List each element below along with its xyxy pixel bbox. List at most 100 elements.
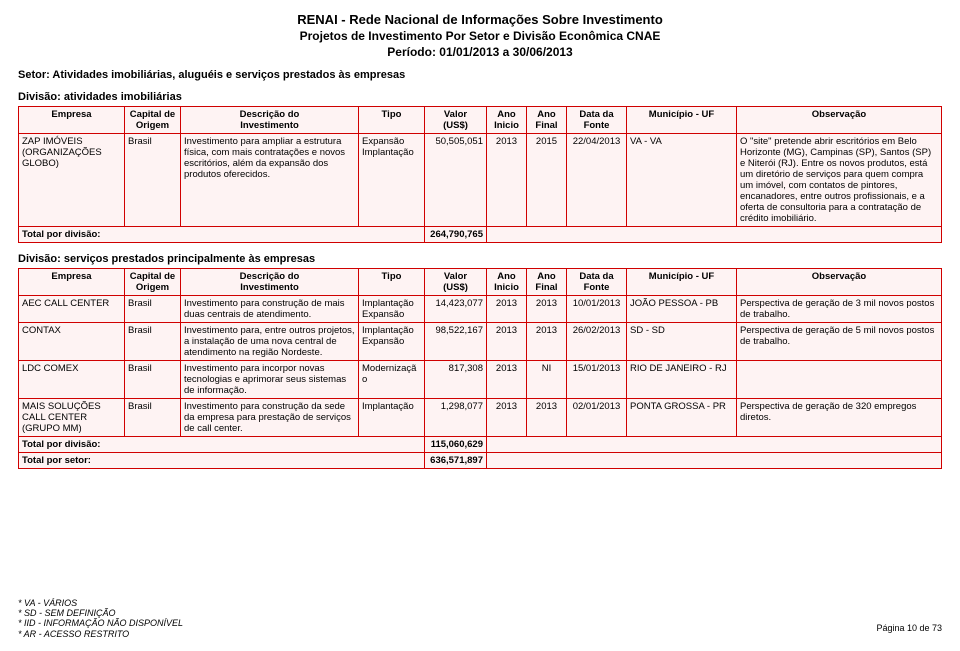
cell-tipo: Implantação xyxy=(359,399,425,437)
col-origem: Capital deOrigem xyxy=(125,269,181,296)
cell-ano-final: NI xyxy=(527,361,567,399)
cell-data-fonte: 22/04/2013 xyxy=(567,134,627,227)
cell-municipio: RIO DE JANEIRO - RJ xyxy=(627,361,737,399)
total-divisao-label: Total por divisão: xyxy=(19,437,425,453)
cell-origem: Brasil xyxy=(125,134,181,227)
col-descricao: Descrição doInvestimento xyxy=(181,269,359,296)
cell-tipo: Implantação Expansão xyxy=(359,323,425,361)
col-ano-inicio: AnoInicio xyxy=(487,269,527,296)
col-obs: Observação xyxy=(737,269,942,296)
cell-origem: Brasil xyxy=(125,361,181,399)
table-row: ZAP IMÓVEIS (ORGANIZAÇÕES GLOBO) Brasil … xyxy=(19,134,942,227)
sector-label: Setor: Atividades imobiliárias, aluguéis… xyxy=(18,69,942,81)
cell-ano-final: 2015 xyxy=(527,134,567,227)
cell-ano-inicio: 2013 xyxy=(487,361,527,399)
cell-ano-inicio: 2013 xyxy=(487,323,527,361)
col-ano-final: AnoFinal xyxy=(527,269,567,296)
table-row: CONTAX Brasil Investimento para, entre o… xyxy=(19,323,942,361)
cell-data-fonte: 10/01/2013 xyxy=(567,296,627,323)
cell-municipio: PONTA GROSSA - PR xyxy=(627,399,737,437)
cell-valor: 98,522,167 xyxy=(425,323,487,361)
cell-descricao: Investimento para ampliar a estrutura fí… xyxy=(181,134,359,227)
col-ano-final: AnoFinal xyxy=(527,107,567,134)
cell-ano-final: 2013 xyxy=(527,296,567,323)
col-valor: Valor(US$) xyxy=(425,269,487,296)
col-ano-inicio: AnoInicio xyxy=(487,107,527,134)
cell-ano-inicio: 2013 xyxy=(487,296,527,323)
total-empty xyxy=(487,437,942,453)
total-empty xyxy=(487,453,942,469)
col-empresa: Empresa xyxy=(19,269,125,296)
col-tipo: Tipo xyxy=(359,269,425,296)
col-descricao: Descrição doInvestimento xyxy=(181,107,359,134)
total-divisao-label: Total por divisão: xyxy=(19,227,425,243)
cell-obs: Perspectiva de geração de 5 mil novos po… xyxy=(737,323,942,361)
col-tipo: Tipo xyxy=(359,107,425,134)
cell-valor: 14,423,077 xyxy=(425,296,487,323)
cell-empresa: LDC COMEX xyxy=(19,361,125,399)
division-label: Divisão: atividades imobiliárias xyxy=(18,91,942,103)
table-row: LDC COMEX Brasil Investimento para incor… xyxy=(19,361,942,399)
cell-tipo: Modernização xyxy=(359,361,425,399)
cell-obs: Perspectiva de geração de 320 empregos d… xyxy=(737,399,942,437)
cell-tipo: Implantação Expansão xyxy=(359,296,425,323)
data-table-div2: Empresa Capital deOrigem Descrição doInv… xyxy=(18,268,942,469)
footnote-iid: * IID - INFORMAÇÃO NÃO DISPONÍVEL xyxy=(18,618,942,628)
col-origem: Capital deOrigem xyxy=(125,107,181,134)
col-obs: Observação xyxy=(737,107,942,134)
cell-valor: 50,505,051 xyxy=(425,134,487,227)
report-period: Período: 01/01/2013 a 30/06/2013 xyxy=(18,45,942,59)
cell-municipio: JOÃO PESSOA - PB xyxy=(627,296,737,323)
page-number: Página 10 de 73 xyxy=(876,623,942,633)
col-data-fonte: Data daFonte xyxy=(567,107,627,134)
cell-ano-final: 2013 xyxy=(527,323,567,361)
col-valor: Valor(US$) xyxy=(425,107,487,134)
cell-municipio: VA - VA xyxy=(627,134,737,227)
cell-tipo: Expansão Implantação xyxy=(359,134,425,227)
cell-origem: Brasil xyxy=(125,323,181,361)
footnote-ar: * AR - ACESSO RESTRITO xyxy=(18,629,942,639)
cell-ano-inicio: 2013 xyxy=(487,134,527,227)
footnotes: * VA - VÁRIOS * SD - SEM DEFINIÇÃO * IID… xyxy=(18,598,942,639)
cell-data-fonte: 02/01/2013 xyxy=(567,399,627,437)
division-label: Divisão: serviços prestados principalmen… xyxy=(18,253,942,265)
total-divisao-row: Total por divisão: 115,060,629 xyxy=(19,437,942,453)
table-row: AEC CALL CENTER Brasil Investimento para… xyxy=(19,296,942,323)
cell-descricao: Investimento para incorpor novas tecnolo… xyxy=(181,361,359,399)
cell-obs xyxy=(737,361,942,399)
cell-empresa: ZAP IMÓVEIS (ORGANIZAÇÕES GLOBO) xyxy=(19,134,125,227)
cell-descricao: Investimento para construção de mais dua… xyxy=(181,296,359,323)
data-table-div1: Empresa Capital deOrigem Descrição doInv… xyxy=(18,106,942,243)
cell-obs: O "site" pretende abrir escritórios em B… xyxy=(737,134,942,227)
cell-descricao: Investimento para construção da sede da … xyxy=(181,399,359,437)
total-divisao-value: 115,060,629 xyxy=(425,437,487,453)
total-divisao-value: 264,790,765 xyxy=(425,227,487,243)
report-title-2: Projetos de Investimento Por Setor e Div… xyxy=(18,29,942,43)
report-title-1: RENAI - Rede Nacional de Informações Sob… xyxy=(18,12,942,27)
cell-municipio: SD - SD xyxy=(627,323,737,361)
cell-empresa: MAIS SOLUÇÕES CALL CENTER (GRUPO MM) xyxy=(19,399,125,437)
cell-obs: Perspectiva de geração de 3 mil novos po… xyxy=(737,296,942,323)
col-municipio: Município - UF xyxy=(627,107,737,134)
cell-ano-inicio: 2013 xyxy=(487,399,527,437)
total-setor-value: 636,571,897 xyxy=(425,453,487,469)
total-setor-label: Total por setor: xyxy=(19,453,425,469)
total-divisao-row: Total por divisão: 264,790,765 xyxy=(19,227,942,243)
cell-valor: 817,308 xyxy=(425,361,487,399)
cell-origem: Brasil xyxy=(125,296,181,323)
cell-origem: Brasil xyxy=(125,399,181,437)
cell-ano-final: 2013 xyxy=(527,399,567,437)
cell-empresa: AEC CALL CENTER xyxy=(19,296,125,323)
cell-data-fonte: 15/01/2013 xyxy=(567,361,627,399)
cell-empresa: CONTAX xyxy=(19,323,125,361)
footnote-sd: * SD - SEM DEFINIÇÃO xyxy=(18,608,942,618)
col-municipio: Município - UF xyxy=(627,269,737,296)
total-empty xyxy=(487,227,942,243)
col-data-fonte: Data daFonte xyxy=(567,269,627,296)
cell-data-fonte: 26/02/2013 xyxy=(567,323,627,361)
footnote-va: * VA - VÁRIOS xyxy=(18,598,942,608)
table-row: MAIS SOLUÇÕES CALL CENTER (GRUPO MM) Bra… xyxy=(19,399,942,437)
total-setor-row: Total por setor: 636,571,897 xyxy=(19,453,942,469)
cell-descricao: Investimento para, entre outros projetos… xyxy=(181,323,359,361)
col-empresa: Empresa xyxy=(19,107,125,134)
